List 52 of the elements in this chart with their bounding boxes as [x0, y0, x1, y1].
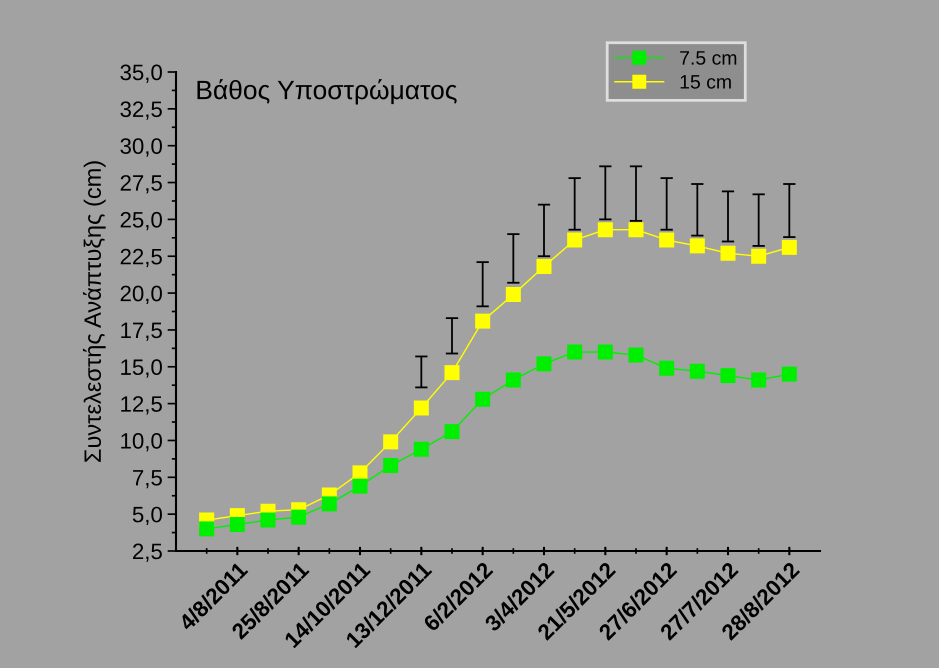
y-tick-label: 10,0	[121, 432, 162, 452]
point	[536, 259, 552, 274]
point	[628, 222, 644, 238]
point	[383, 434, 398, 450]
y-tick-label: 20,0	[120, 286, 162, 304]
point	[751, 372, 766, 388]
point	[628, 347, 644, 362]
point	[598, 222, 613, 238]
point	[659, 360, 674, 376]
y-tick-label: 22,5	[120, 248, 162, 268]
point	[720, 368, 736, 384]
point	[199, 521, 214, 536]
point	[322, 496, 337, 512]
point	[690, 364, 705, 379]
y-tick-label: 35,0	[120, 64, 162, 83]
point	[751, 248, 766, 264]
point	[567, 232, 582, 248]
y-tick-label: 7,5	[133, 470, 162, 488]
y-tick-label: 17,5	[121, 322, 162, 341]
y-tick-label: 32,5	[120, 101, 162, 120]
y-tick-label: 15,0	[121, 359, 162, 378]
point	[444, 424, 460, 440]
point	[720, 246, 736, 261]
point	[414, 400, 429, 416]
y-tick-label: 2,5	[133, 544, 162, 562]
point	[444, 365, 460, 380]
point	[598, 344, 613, 360]
point	[230, 516, 245, 532]
legend-label: 15 cm	[680, 75, 731, 89]
point	[536, 356, 552, 372]
point	[567, 344, 582, 360]
point	[506, 372, 521, 388]
y-tick-label: 12,5	[121, 396, 162, 415]
y-tick-label: 5,0	[132, 506, 162, 526]
point	[414, 442, 429, 457]
point	[659, 232, 674, 248]
point	[782, 240, 797, 255]
point	[291, 510, 306, 525]
point	[352, 478, 368, 494]
y-tick-label: 30,0	[120, 138, 162, 157]
legend-label: 7.5 cm	[680, 51, 736, 65]
point	[782, 366, 797, 382]
chart-title: Βάθος Υποστρώματος	[197, 79, 457, 105]
y-axis-title: Συντελεστής Ανάπτυξης (cm)	[82, 161, 106, 462]
y-tick-label: 25,0	[120, 212, 162, 230]
point	[506, 287, 521, 302]
point	[475, 392, 490, 407]
point	[475, 314, 490, 329]
point	[383, 458, 398, 474]
y-tick-label: 27,5	[120, 175, 162, 194]
point	[260, 512, 276, 528]
point	[690, 238, 705, 254]
